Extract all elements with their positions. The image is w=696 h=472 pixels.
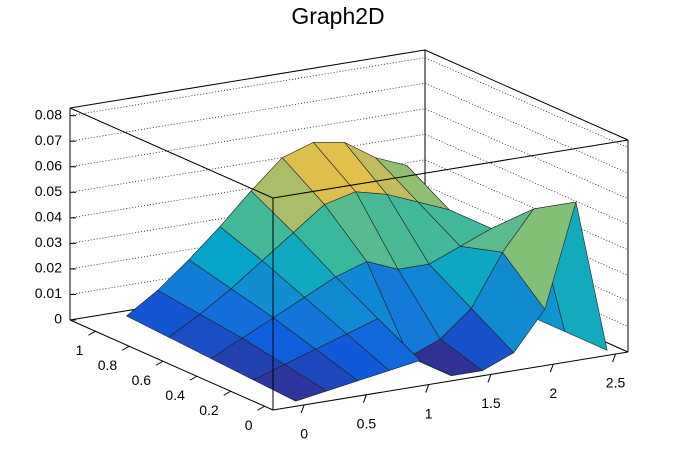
frame-edge <box>272 139 629 199</box>
x-tick <box>300 404 305 414</box>
grid-line <box>69 82 629 174</box>
y-tick-label: 0 <box>245 417 253 433</box>
z-tick-label: 0.01 <box>35 285 62 301</box>
y-axis <box>69 319 274 411</box>
y-tick-label: 1 <box>76 342 84 358</box>
x-tick-label: 1 <box>425 405 433 421</box>
x-tick-label: 2.5 <box>606 375 626 391</box>
y-tick <box>257 405 265 411</box>
z-tick-label: 0.03 <box>35 234 62 250</box>
y-tick-label: 0.4 <box>165 387 185 403</box>
z-tick-label: 0.04 <box>35 209 62 225</box>
x-tick-label: 2 <box>549 385 557 401</box>
surface-cell <box>252 364 328 402</box>
z-tick-label: 0.06 <box>35 157 62 173</box>
z-tick-label: 0 <box>54 311 62 327</box>
x-tick <box>425 384 430 393</box>
x-tick <box>612 353 617 363</box>
chart-title: Graph2D <box>291 3 384 29</box>
z-tick-label: 0.08 <box>35 106 62 122</box>
z-tick-label: 0.05 <box>35 183 62 199</box>
frame-edge <box>69 107 274 199</box>
z-tick-label: 0.02 <box>35 260 62 276</box>
y-tick-label: 0.6 <box>132 372 152 388</box>
y-tick-label: 0.2 <box>199 402 219 418</box>
z-tick-label: 0.07 <box>35 132 62 148</box>
x-tick <box>549 364 554 373</box>
y-tick <box>88 330 96 336</box>
x-tick <box>487 374 492 383</box>
frame-edge <box>69 49 426 109</box>
x-tick-label: 1.5 <box>481 395 501 411</box>
y-tick <box>223 390 231 396</box>
y-tick <box>155 360 164 366</box>
x-axis <box>272 351 629 411</box>
y-tick <box>121 345 130 351</box>
x-tick-label: 0 <box>300 426 308 442</box>
frame-edge <box>424 49 629 141</box>
x-tick <box>362 394 367 403</box>
grid-line <box>69 133 629 225</box>
grid-line <box>69 108 629 200</box>
grid-line <box>69 57 629 148</box>
y-tick-label: 0.8 <box>98 357 118 373</box>
y-tick <box>189 375 198 381</box>
x-tick-label: 0.5 <box>357 415 377 431</box>
